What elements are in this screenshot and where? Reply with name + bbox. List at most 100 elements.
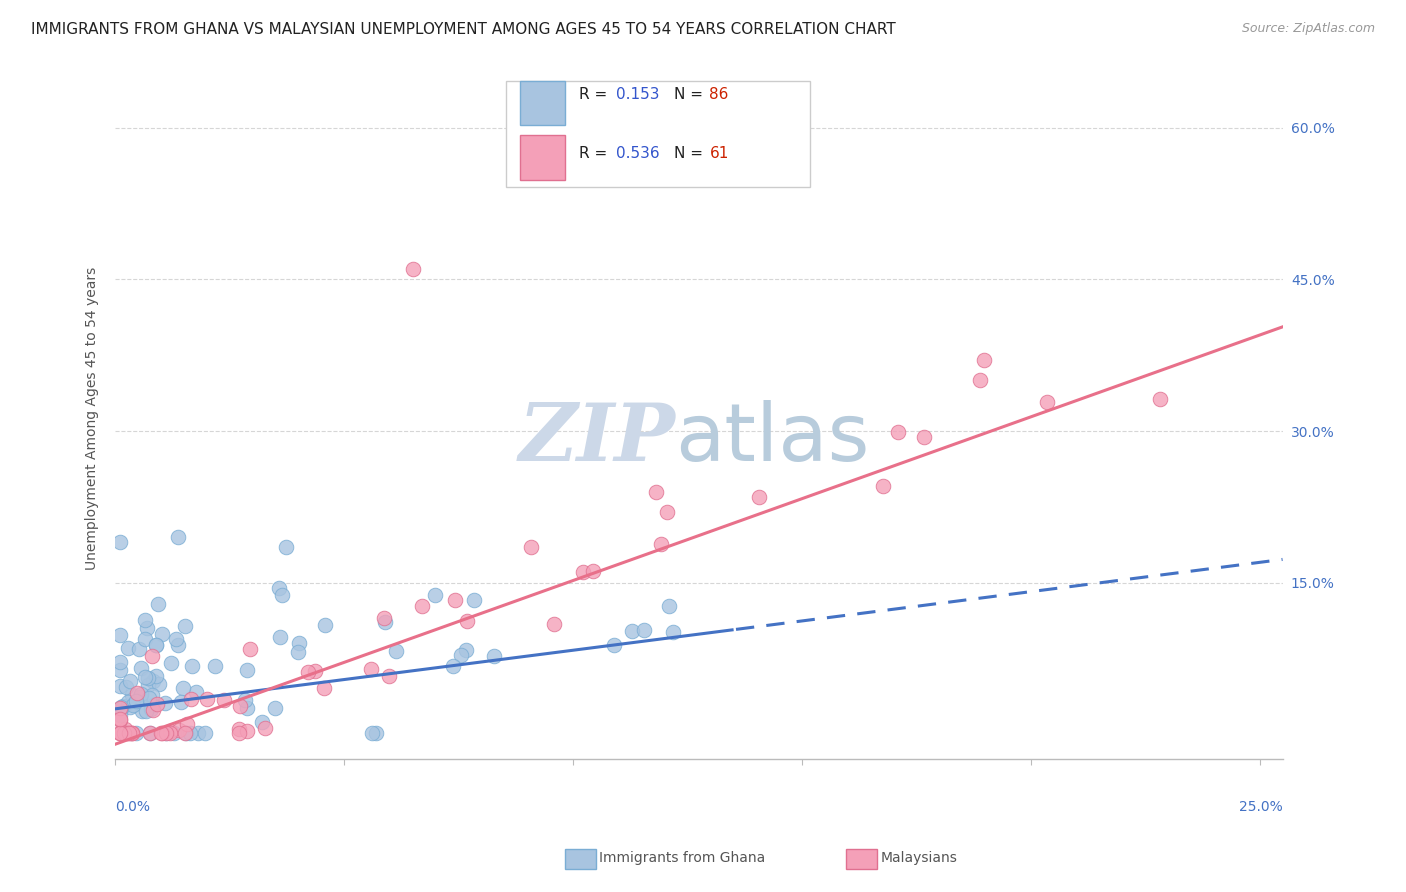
Point: [297, 665, 319, 679]
Point: [571, 565, 593, 579]
Point: [1149, 392, 1171, 406]
Point: [543, 616, 565, 631]
Text: Source: ZipAtlas.com: Source: ZipAtlas.com: [1241, 22, 1375, 36]
Point: [121, 726, 143, 740]
Point: [165, 632, 187, 646]
Point: [444, 593, 467, 607]
Point: [122, 697, 145, 711]
Point: [108, 701, 131, 715]
Point: [124, 693, 146, 707]
Point: [204, 658, 226, 673]
Point: [142, 698, 165, 713]
Point: [159, 656, 181, 670]
Point: [603, 638, 626, 652]
Point: [108, 726, 131, 740]
Point: [482, 648, 505, 663]
Point: [229, 698, 252, 713]
Point: [973, 353, 995, 368]
Point: [236, 700, 259, 714]
Point: [411, 599, 433, 613]
Point: [141, 688, 163, 702]
Point: [360, 662, 382, 676]
Point: [180, 692, 202, 706]
Text: 86: 86: [710, 87, 728, 102]
Y-axis label: Unemployment Among Ages 45 to 54 years: Unemployment Among Ages 45 to 54 years: [86, 267, 100, 570]
Point: [167, 530, 190, 544]
Point: [655, 505, 678, 519]
Point: [134, 613, 156, 627]
Point: [125, 726, 148, 740]
Point: [138, 671, 160, 685]
Point: [141, 649, 163, 664]
Point: [658, 599, 681, 614]
Point: [150, 726, 173, 740]
Point: [138, 690, 160, 705]
Point: [121, 688, 143, 702]
Point: [145, 638, 167, 652]
Point: [174, 619, 197, 633]
Point: [118, 700, 141, 714]
Text: 0.0%: 0.0%: [115, 800, 150, 814]
Point: [108, 535, 131, 549]
Point: [172, 681, 194, 696]
Point: [136, 678, 159, 692]
Point: [176, 717, 198, 731]
Point: [872, 479, 894, 493]
Point: [644, 485, 666, 500]
Point: [108, 655, 131, 669]
Point: [146, 598, 169, 612]
Point: [304, 665, 326, 679]
Point: [184, 685, 207, 699]
Point: [135, 705, 157, 719]
Point: [108, 627, 131, 641]
Text: N =: N =: [675, 146, 709, 161]
Text: Immigrants from Ghana: Immigrants from Ghana: [599, 851, 765, 865]
Point: [112, 698, 135, 713]
Point: [662, 625, 685, 640]
Point: [115, 726, 138, 740]
Point: [463, 593, 485, 607]
Point: [378, 669, 401, 683]
Point: [163, 726, 186, 740]
Point: [402, 262, 425, 277]
Point: [121, 726, 143, 740]
Point: [110, 699, 132, 714]
Point: [108, 712, 131, 726]
Point: [748, 490, 770, 504]
Text: 25.0%: 25.0%: [1239, 800, 1282, 814]
Point: [228, 722, 250, 736]
Point: [138, 726, 160, 740]
Point: [131, 704, 153, 718]
Point: [373, 611, 395, 625]
Point: [139, 702, 162, 716]
Point: [128, 642, 150, 657]
Point: [118, 673, 141, 688]
Point: [117, 726, 139, 740]
Point: [134, 670, 156, 684]
Point: [441, 659, 464, 673]
Text: ZIP: ZIP: [519, 401, 675, 477]
Point: [187, 726, 209, 740]
Point: [236, 724, 259, 739]
Point: [129, 660, 152, 674]
Point: [150, 726, 173, 740]
Point: [129, 690, 152, 704]
Point: [214, 693, 236, 707]
Point: [621, 624, 644, 639]
Point: [374, 615, 396, 629]
Point: [366, 726, 388, 740]
Point: [271, 588, 294, 602]
Point: [254, 721, 277, 735]
Point: [912, 430, 935, 444]
Point: [118, 726, 141, 740]
Point: [456, 614, 478, 628]
Point: [155, 726, 177, 740]
Point: [153, 697, 176, 711]
Point: [155, 726, 177, 740]
Point: [159, 723, 181, 738]
Text: 61: 61: [710, 146, 728, 161]
Point: [174, 726, 197, 740]
Point: [582, 564, 605, 578]
Point: [146, 697, 169, 711]
Point: [179, 726, 201, 740]
